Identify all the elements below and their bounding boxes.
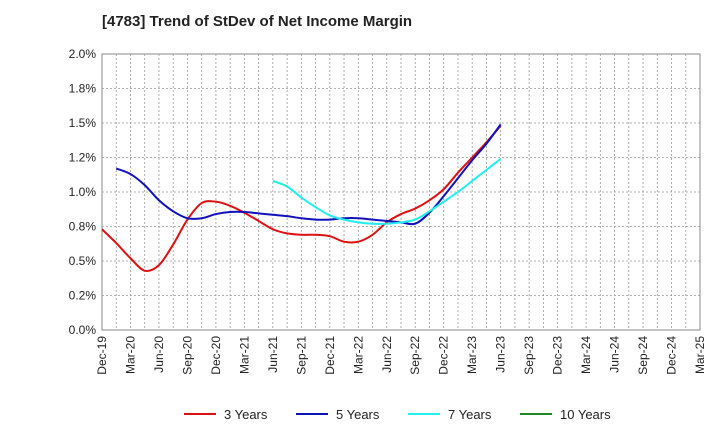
x-tick-label: Sep-24 <box>636 336 650 375</box>
x-tick-label: Jun-20 <box>152 336 166 373</box>
series-line-5-years <box>115 123 502 226</box>
series-line-3-years <box>101 125 502 272</box>
legend: 3 Years 5 Years 7 Years 10 Years <box>184 407 611 422</box>
x-tick-label: Dec-22 <box>437 336 451 375</box>
x-tick-label: Jun-23 <box>494 336 508 373</box>
legend-label-10-years: 10 Years <box>560 407 611 422</box>
x-tick-label: Dec-19 <box>95 336 109 375</box>
x-axis-labels: Dec-19 Mar-20 Jun-20 Sep-20 Dec-20 Mar-21 Jun-… <box>95 336 707 375</box>
y-tick-label: 1.0% <box>69 185 97 199</box>
y-tick-label: 2.0% <box>69 47 97 61</box>
legend-label-7-years: 7 Years <box>448 407 492 422</box>
x-tick-label: Sep-22 <box>408 336 422 375</box>
y-axis-labels: 0.0% 0.2% 0.5% 0.8% 1.0% 1.2% 1.5% 1.8% 2.0% <box>69 47 97 337</box>
y-tick-label: 0.5% <box>69 254 97 268</box>
y-tick-label: 0.2% <box>69 289 97 303</box>
x-tick-label: Dec-24 <box>665 336 679 375</box>
x-tick-label: Jun-24 <box>608 336 622 373</box>
x-tick-label: Mar-21 <box>237 336 251 374</box>
x-tick-label: Mar-25 <box>693 336 707 374</box>
legend-label-5-years: 5 Years <box>336 407 380 422</box>
x-tick-label: Mar-23 <box>465 336 479 374</box>
y-tick-label: 0.8% <box>69 220 97 234</box>
x-tick-label: Sep-23 <box>522 336 536 375</box>
y-tick-label: 1.2% <box>69 151 97 165</box>
x-tick-label: Dec-20 <box>209 336 223 375</box>
y-tick-label: 0.0% <box>69 323 97 337</box>
x-tick-label: Dec-23 <box>551 336 565 375</box>
x-tick-label: Sep-20 <box>180 336 194 375</box>
y-tick-label: 1.8% <box>69 82 97 96</box>
x-tick-label: Sep-21 <box>294 336 308 375</box>
x-tick-label: Jun-22 <box>380 336 394 373</box>
x-tick-label: Mar-24 <box>579 336 593 374</box>
series-layer <box>101 123 502 272</box>
legend-label-3-years: 3 Years <box>224 407 268 422</box>
chart-title: [4783] Trend of StDev of Net Income Marg… <box>102 13 413 30</box>
x-tick-label: Dec-21 <box>323 336 337 375</box>
grid-layer <box>102 54 700 330</box>
y-tick-label: 1.5% <box>69 116 97 130</box>
x-tick-label: Jun-21 <box>266 336 280 373</box>
x-tick-label: Mar-20 <box>123 336 137 374</box>
series-line-7-years <box>272 158 502 225</box>
x-tick-label: Mar-22 <box>351 336 365 374</box>
